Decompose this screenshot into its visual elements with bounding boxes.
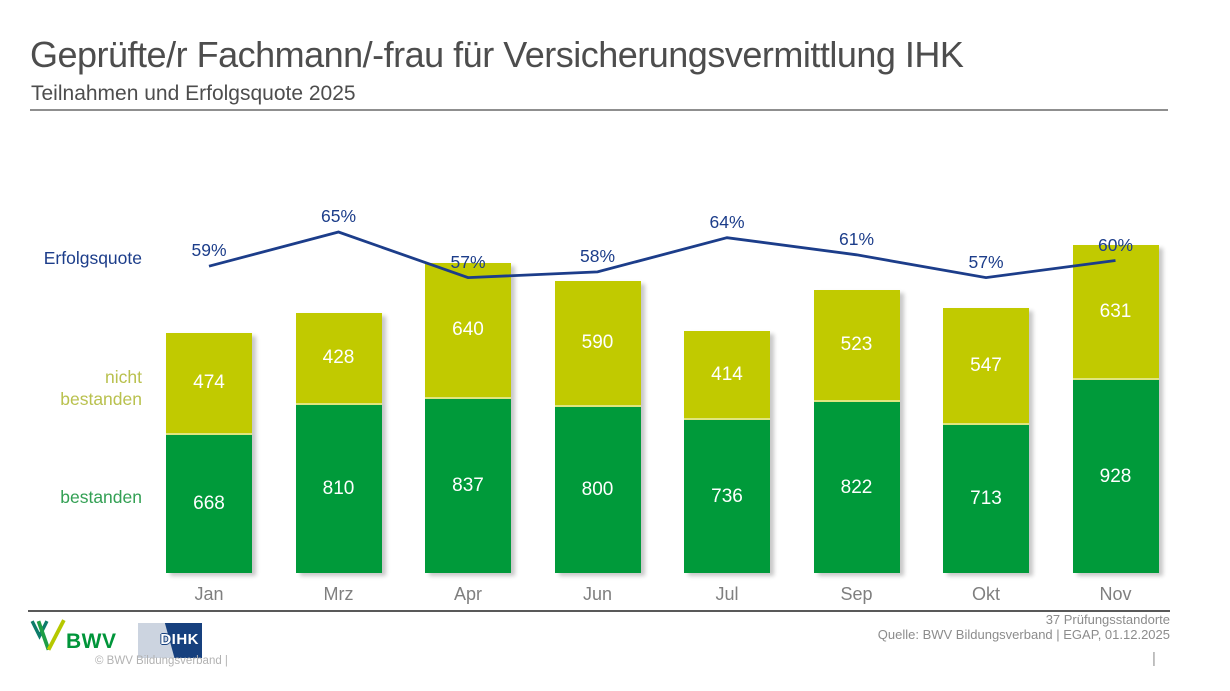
bar-segment-nicht-bestanden: 474 xyxy=(166,333,252,433)
bar-segment-nicht-bestanden: 590 xyxy=(554,281,641,405)
bar-column-Nov: 631 928 xyxy=(1072,245,1159,573)
line-point-label-Mrz: 65% xyxy=(320,206,357,226)
copyright-text: © BWV Bildungsverband | xyxy=(95,655,228,667)
line-point-label-Nov: 60% xyxy=(1097,234,1134,255)
x-axis-label-Apr: Apr xyxy=(453,584,482,604)
footnote-block: 37 Prüfungsstandorte Quelle: BWV Bildung… xyxy=(878,612,1170,642)
bar-segment-nicht-bestanden: 414 xyxy=(684,331,770,418)
bar-segment-nicht-bestanden: 523 xyxy=(813,290,900,400)
x-axis-label-Sep: Sep xyxy=(840,584,873,604)
footnote-standorte: 37 Prüfungsstandorte xyxy=(1045,612,1170,627)
x-axis-label-Jul: Jul xyxy=(715,584,739,604)
dihk-logo: DIHK xyxy=(138,623,202,658)
chart-bottom-divider xyxy=(28,610,1170,612)
bar-column-Sep: 523 822 xyxy=(813,290,900,573)
dihk-logo-label: DIHK xyxy=(160,631,199,648)
x-axis-label-Jun: Jun xyxy=(582,584,613,604)
bar-segment-bestanden: 800 xyxy=(554,405,641,573)
legend-bestanden: bestanden xyxy=(60,487,142,507)
bar-segment-nicht-bestanden: 547 xyxy=(943,308,1029,423)
bwv-logo-icon xyxy=(30,619,66,651)
footnote-quelle: Quelle: BWV Bildungsverband | EGAP, 01.1… xyxy=(877,627,1170,642)
legend-nicht-bestanden: nicht bestanden xyxy=(60,367,142,409)
title-divider xyxy=(30,109,1168,111)
bar-column-Jan: 474 668 xyxy=(166,333,252,573)
bar-column-Jun: 590 800 xyxy=(554,281,641,573)
bar-column-Jul: 414 736 xyxy=(684,331,770,573)
bar-column-Mrz: 428 810 xyxy=(295,313,382,573)
x-axis-label-Okt: Okt xyxy=(971,584,1000,604)
footer-pipe: | xyxy=(1152,650,1156,667)
x-axis-label-Mrz: Mrz xyxy=(323,584,354,604)
x-axis-label-Nov: Nov xyxy=(1099,584,1132,604)
bar-segment-bestanden: 736 xyxy=(684,418,770,573)
bar-segment-nicht-bestanden: 640 xyxy=(425,263,511,397)
bar-segment-bestanden: 668 xyxy=(166,433,252,573)
line-point-label-Sep: 61% xyxy=(838,228,875,249)
bar-column-Okt: 547 713 xyxy=(943,308,1029,573)
bar-segment-bestanden: 837 xyxy=(425,397,511,573)
page-subtitle: Teilnahmen und Erfolgsquote 2025 xyxy=(31,82,356,105)
bar-segment-bestanden: 810 xyxy=(295,403,382,573)
page-title: Geprüfte/r Fachmann/-frau für Versicheru… xyxy=(30,34,964,75)
line-point-label-Jan: 59% xyxy=(191,240,227,261)
bar-segment-nicht-bestanden: 428 xyxy=(295,313,382,403)
line-point-label-Jul: 64% xyxy=(709,211,745,232)
bar-segment-nicht-bestanden: 631 xyxy=(1072,245,1159,378)
line-point-label-Jun: 58% xyxy=(579,245,616,266)
bar-column-Apr: 640 837 xyxy=(425,263,511,573)
bar-segment-bestanden: 928 xyxy=(1072,378,1159,573)
x-axis-label-Jan: Jan xyxy=(194,584,224,604)
legend-erfolgsquote: Erfolgsquote xyxy=(43,248,142,268)
bwv-logo-label: BWV xyxy=(66,630,117,653)
line-point-label-Okt: 57% xyxy=(968,251,1004,272)
bar-segment-bestanden: 822 xyxy=(813,400,900,573)
bar-segment-bestanden: 713 xyxy=(943,423,1029,573)
line-point-label-Apr: 57% xyxy=(450,251,486,272)
